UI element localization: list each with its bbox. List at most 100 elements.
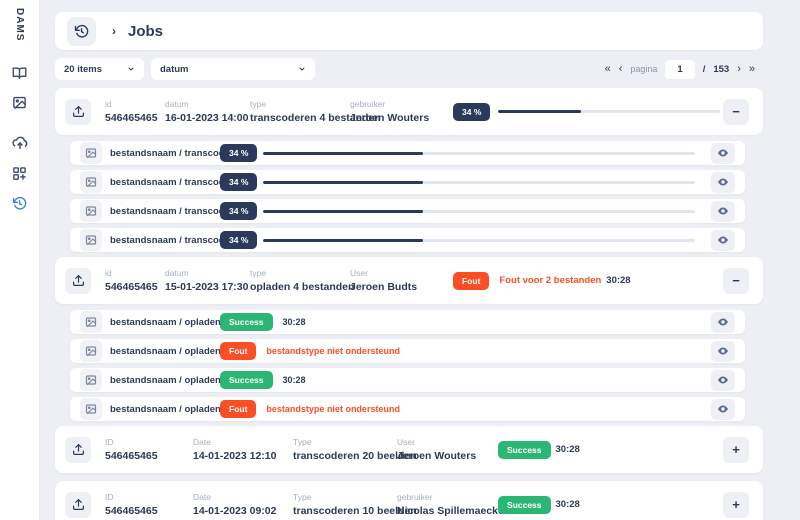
sidebar-item-media[interactable] — [7, 89, 33, 115]
sidebar: DAMS — [0, 0, 40, 520]
grid-plus-icon — [12, 166, 27, 181]
history-icon — [12, 196, 27, 211]
subrow-progress-bar — [263, 238, 695, 242]
view-details-button[interactable] — [711, 200, 735, 222]
sidebar-item-library[interactable] — [7, 59, 33, 85]
upload-icon — [72, 443, 85, 456]
image-icon — [85, 147, 97, 159]
job-subrow: bestandsnaam / opladen Fout bestandstype… — [70, 397, 745, 421]
sidebar-item-upload[interactable] — [7, 130, 33, 156]
eye-icon — [717, 205, 729, 217]
subrow-filename: bestandsnaam / transcode — [110, 234, 230, 246]
jobs-history-button[interactable] — [67, 16, 96, 46]
job-field-id: id 546465465 — [105, 99, 158, 124]
toolbar: 20 items datum « ‹ pagina 1 / 153 › » — [55, 58, 763, 80]
subrow-progress-fill — [263, 238, 424, 242]
job-field-user: gebruiker Nicolas Spillemaeckers — [397, 492, 514, 517]
pagination-label: pagina — [630, 64, 658, 74]
image-icon — [85, 205, 97, 217]
file-thumb-button[interactable] — [80, 311, 102, 333]
page-header: › Jobs — [55, 12, 763, 50]
job-field-type: Type transcoderen 10 beelden — [293, 492, 417, 517]
sidebar-item-collections[interactable] — [7, 160, 33, 186]
job-field-date: datum 15-01-2023 17:30 — [165, 268, 249, 293]
book-icon — [12, 65, 27, 80]
subrow-time: 30:28 — [282, 317, 306, 327]
subrow-progress-fill — [263, 209, 424, 213]
job-field-type: type transcoderen 4 bestanden — [250, 99, 381, 124]
file-thumb-button[interactable] — [80, 369, 102, 391]
pagination-last-button[interactable]: » — [748, 62, 755, 75]
view-details-button[interactable] — [711, 142, 735, 164]
collapse-job-button[interactable]: − — [723, 98, 749, 125]
collapse-job-button[interactable]: − — [723, 267, 749, 294]
pagination-prev-button[interactable]: ‹ — [618, 62, 623, 75]
job-subrow: bestandsnaam / transcode 34 % — [70, 199, 745, 223]
chevron-down-icon — [298, 65, 306, 73]
subrow-filename: bestandsnaam / opladen — [110, 316, 221, 328]
sidebar-item-jobs[interactable] — [7, 190, 33, 216]
job-subrow: bestandsnaam / transcode 34 % — [70, 170, 745, 194]
expand-job-button[interactable]: + — [723, 436, 749, 463]
job-subrow: bestandsnaam / transcode 34 % — [70, 141, 745, 165]
subrow-error-message: bestandstype niet ondersteund — [266, 404, 400, 414]
subrow-filename: bestandsnaam / opladen — [110, 374, 221, 386]
upload-icon — [72, 498, 85, 511]
sidebar-nav — [7, 59, 33, 216]
view-details-button[interactable] — [711, 171, 735, 193]
pagination: « ‹ pagina 1 / 153 › » — [604, 59, 755, 79]
page-title: Jobs — [128, 22, 164, 40]
file-thumb-button[interactable] — [80, 340, 102, 362]
eye-icon — [717, 147, 729, 159]
eye-icon — [717, 403, 729, 415]
file-thumb-button[interactable] — [80, 142, 102, 164]
status-badge: Fout — [453, 271, 490, 290]
job-field-user: User Jeroen Wouters — [397, 437, 477, 462]
upload-job-button[interactable] — [65, 436, 91, 463]
eye-icon — [717, 176, 729, 188]
subrow-filename: bestandsnaam / transcode — [110, 205, 230, 217]
progress-badge: 34 % — [453, 102, 491, 121]
subrow-progress-badge: 34 % — [220, 144, 258, 162]
sort-select[interactable]: datum — [151, 58, 315, 80]
subrow-progress-bar — [263, 209, 695, 213]
job-row: id 546465465 datum 16-01-2023 14:00 type… — [55, 88, 763, 135]
view-details-button[interactable] — [711, 369, 735, 391]
job-field-user: gebruiker Jeroen Wouters — [350, 99, 430, 124]
subrow-progress-bar — [263, 151, 695, 155]
file-thumb-button[interactable] — [80, 398, 102, 420]
view-details-button[interactable] — [711, 229, 735, 251]
items-per-page-select[interactable]: 20 items — [55, 58, 144, 80]
upload-icon — [72, 105, 85, 118]
progress-bar — [498, 110, 721, 113]
pagination-total: 153 — [713, 63, 730, 75]
main-content: › Jobs 20 items datum « ‹ pagina 1 / 153… — [40, 0, 800, 520]
eye-icon — [717, 345, 729, 357]
eye-icon — [717, 374, 729, 386]
file-thumb-button[interactable] — [80, 200, 102, 222]
expand-job-button[interactable]: + — [723, 491, 749, 518]
image-icon — [85, 234, 97, 246]
job-subrows: bestandsnaam / opladen Success 30:28 bes… — [55, 310, 763, 421]
view-details-button[interactable] — [711, 398, 735, 420]
pagination-first-button[interactable]: « — [604, 62, 611, 75]
file-thumb-button[interactable] — [80, 171, 102, 193]
cloud-upload-icon — [11, 135, 28, 151]
file-thumb-button[interactable] — [80, 229, 102, 251]
job-row: id 546465465 datum 15-01-2023 17:30 type… — [55, 257, 763, 304]
items-per-page-value: 20 items — [64, 63, 103, 75]
upload-job-button[interactable] — [65, 491, 91, 518]
history-icon — [74, 24, 89, 39]
eye-icon — [717, 234, 729, 246]
page-number-input[interactable]: 1 — [665, 59, 695, 79]
status-badge: Success — [498, 495, 551, 514]
upload-job-button[interactable] — [65, 267, 91, 294]
subrow-progress-fill — [263, 180, 424, 184]
image-icon — [85, 316, 97, 328]
upload-job-button[interactable] — [65, 98, 91, 125]
job-field-id: ID 546465465 — [105, 492, 158, 517]
view-details-button[interactable] — [711, 340, 735, 362]
pagination-next-button[interactable]: › — [737, 62, 741, 75]
image-icon — [85, 403, 97, 415]
view-details-button[interactable] — [711, 311, 735, 333]
